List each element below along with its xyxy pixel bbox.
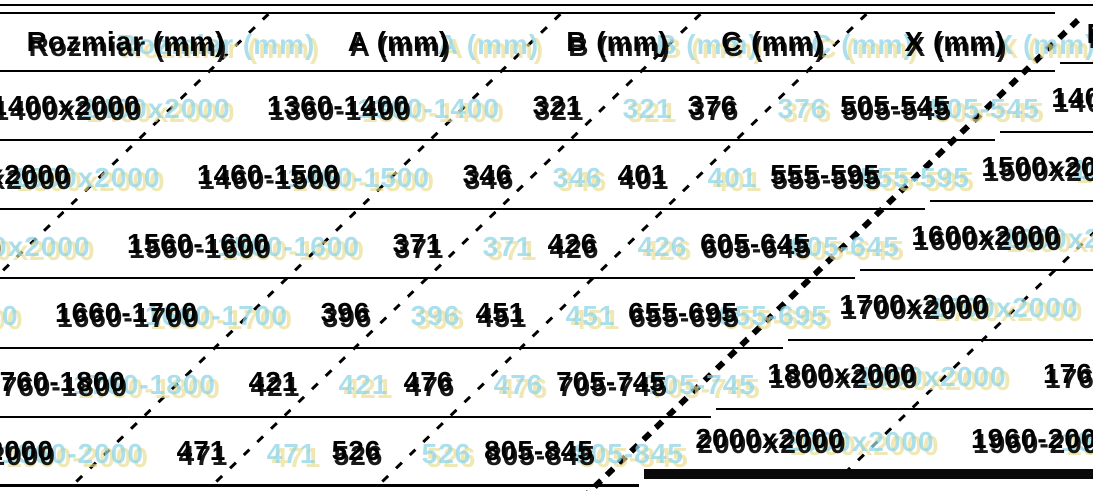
table-cell: 371 <box>392 227 443 259</box>
table-cell: 1800x2000 <box>767 358 917 390</box>
table-cell: 401 <box>617 158 668 190</box>
table-cell: 1460-1500 <box>197 158 340 190</box>
table-cell: 346 <box>462 158 513 190</box>
table-cell: 1400x2000 <box>1051 81 1093 113</box>
header-cell: X (mm) <box>904 26 1006 57</box>
table-cell: 1500x2000 <box>0 158 71 190</box>
header-cell: Rozmiar (mm) <box>1060 18 1093 50</box>
table-cell: 555-595 <box>770 158 880 190</box>
header-cell: C (mm) <box>721 26 824 57</box>
table-cell: 526 <box>331 434 382 466</box>
table-cell: 1600x2000 <box>911 219 1061 251</box>
table-cell: 1500x2000 <box>981 150 1093 182</box>
table-cell: 471 <box>176 434 227 466</box>
header-cell: A (mm) <box>347 26 450 57</box>
table-cell: 705-745 <box>556 366 666 398</box>
table-cell: 1360-1400 <box>267 89 410 121</box>
table-cell: 451 <box>475 297 526 329</box>
table-copy-main: Rozmiar (mm) A (mm) B (mm) C (mm) X (mm) 1400… <box>0 12 1081 491</box>
table-header-row: Rozmiar (mm)A (mm)B (mm)C (mm)X (mm) <box>1060 4 1093 64</box>
table-cell: 1960-2000 <box>971 423 1093 455</box>
table-cell: 505-545 <box>840 89 950 121</box>
table-cell: 1660-1700 <box>55 297 198 329</box>
table-cell: 655-695 <box>628 297 738 329</box>
table-cell: 421 <box>248 366 299 398</box>
table-header-row: Rozmiar (mm) A (mm) B (mm) C (mm) X (mm) <box>0 12 1055 72</box>
table-cell: 376 <box>687 89 738 121</box>
table-row: 1600x2000 1560-1600 371 426 605-645 <box>0 210 855 280</box>
table-cell: 605-645 <box>700 227 810 259</box>
table-cell: 1960-2000 <box>0 434 54 466</box>
table-cell: 1400x2000 <box>0 89 141 121</box>
table-cell: 1700x2000 <box>839 289 989 321</box>
doubled-top-border-line <box>0 4 1093 6</box>
table-cell: 1760-1800 <box>1043 358 1093 390</box>
table-cell: 805-845 <box>484 434 594 466</box>
header-cell: Rozmiar (mm) <box>26 26 226 57</box>
header-cell: B (mm) <box>566 26 669 57</box>
table-row: 1500x2000 1460-1500 346 401 555-595 <box>0 141 925 211</box>
table-cell: 2000x2000 <box>695 423 845 455</box>
table-copy-offset-duplicate: Rozmiar (mm)A (mm)B (mm)C (mm)X (mm)1400… <box>644 4 1093 480</box>
table-cell: 1660-1700 <box>1040 289 1093 321</box>
table-cell: 476 <box>403 366 454 398</box>
table-cell: 1560-1600 <box>127 227 270 259</box>
table-cell: 426 <box>547 227 598 259</box>
table-cell: 396 <box>320 297 371 329</box>
table-row: 1400x2000 1360-1400 321 376 505-545 <box>0 72 995 142</box>
table-cell: 1760-1800 <box>0 366 126 398</box>
table-cell: 1600x2000 <box>0 228 52 260</box>
table-cell: 321 <box>532 89 583 121</box>
